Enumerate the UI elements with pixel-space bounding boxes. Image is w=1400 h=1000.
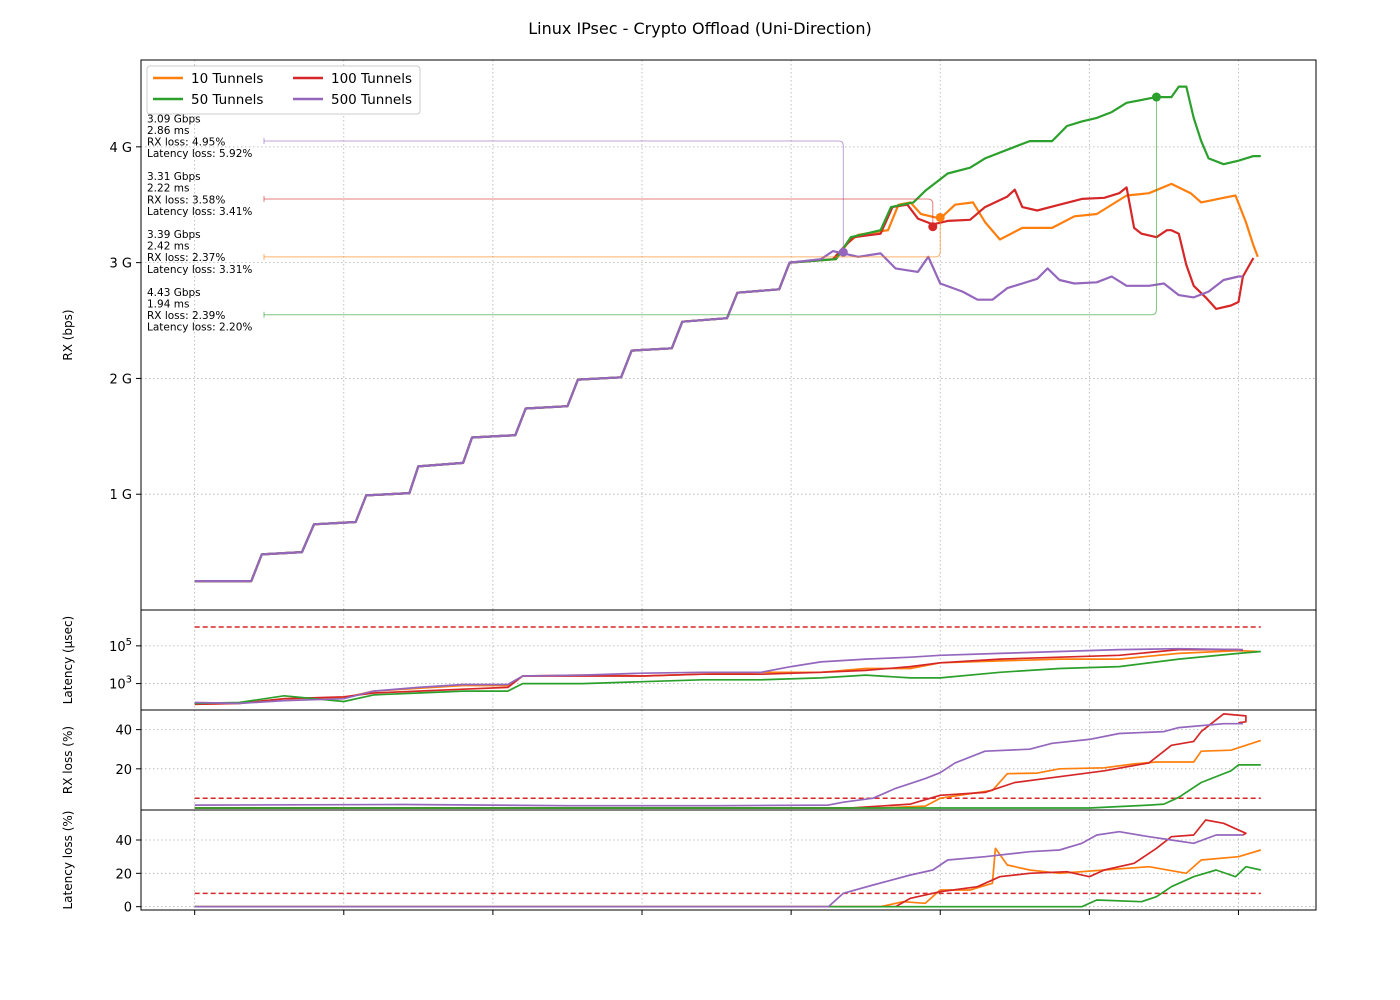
- annotation-text: Latency loss: 5.92%: [147, 148, 252, 160]
- series-line-50-tunnels: [194, 764, 1261, 809]
- y-tick-label: 0: [124, 901, 132, 916]
- legend-box: [146, 65, 421, 115]
- series-line-50-tunnels: [194, 85, 1261, 583]
- series-line-100-tunnels: [194, 819, 1247, 908]
- series-line-500-tunnels: [194, 250, 1243, 583]
- series-line-50-tunnels: [194, 865, 1261, 908]
- series-line-500-tunnels: [194, 830, 1243, 908]
- annotation-point: [838, 247, 848, 257]
- y-tick-label: 20: [115, 763, 132, 778]
- annotation-text: 2.22 ms: [147, 183, 189, 195]
- legend-label: 500 Tunnels: [331, 92, 412, 108]
- series-line-500-tunnels: [194, 722, 1243, 807]
- panel-latency: 105 103 Latency (µsec): [61, 609, 1317, 711]
- panel-frame: [140, 709, 1317, 811]
- y-tick-label: 2 G: [110, 372, 132, 387]
- y-tick-exponent: 3: [126, 675, 132, 686]
- annotation-connector: [264, 97, 1157, 316]
- series-line-50-tunnels: [194, 650, 1261, 705]
- panel-rx: 1 G 2 G 3 G 4 G RX (bps): [61, 59, 1317, 611]
- annotation-connector: [264, 217, 941, 258]
- annotation-text: 2.42 ms: [147, 241, 189, 253]
- annotation-text: 1.94 ms: [147, 299, 189, 311]
- annotation-text: Latency loss: 3.31%: [147, 264, 252, 276]
- annotation-text: RX loss: 4.95%: [147, 136, 225, 148]
- panel-frame: [140, 59, 1317, 611]
- legend-label: 100 Tunnels: [331, 71, 412, 87]
- legend-label: 50 Tunnels: [191, 92, 263, 108]
- y-tick-exponent: 5: [126, 637, 132, 648]
- annotation-point: [935, 212, 945, 222]
- y-tick-label: 40: [115, 724, 132, 739]
- annotation-text: 3.09 Gbps: [147, 113, 201, 125]
- annotation-text: 3.39 Gbps: [147, 229, 201, 241]
- y-tick-label: 105: [109, 637, 132, 655]
- annotation-text: RX loss: 2.37%: [147, 252, 225, 264]
- annotation-text: RX loss: 3.58%: [147, 194, 225, 206]
- annotation-connector: [264, 140, 844, 253]
- y-tick-label: 40: [115, 834, 132, 849]
- annotation-text: 4.43 Gbps: [147, 287, 201, 299]
- annotation-point: [928, 222, 938, 232]
- y-axis-label: Latency loss (%): [61, 810, 75, 909]
- annotation-text: Latency loss: 2.20%: [147, 322, 252, 334]
- legend-label: 10 Tunnels: [191, 71, 263, 87]
- y-axis-label: RX loss (%): [61, 726, 75, 794]
- series-line-10-tunnels: [194, 739, 1262, 809]
- annotation-text: 3.31 Gbps: [147, 171, 201, 183]
- panel-latency_loss: 0 20 40 Latency loss (%): [61, 809, 1317, 916]
- series-line-10-tunnels: [194, 847, 1262, 908]
- annotation-text: Latency loss: 3.41%: [147, 206, 252, 218]
- annotation-text: 2.86 ms: [147, 125, 189, 137]
- y-tick-label: 1 G: [110, 488, 132, 503]
- chart-title: Linux IPsec - Crypto Offload (Uni-Direct…: [528, 19, 871, 38]
- y-tick-label: 3 G: [110, 257, 132, 272]
- y-axis-label: RX (bps): [61, 309, 75, 360]
- legend: 10 Tunnels 100 Tunnels 50 Tunnels 500 Tunne…: [146, 65, 421, 115]
- y-tick-label: 4 G: [110, 141, 132, 156]
- series-line-100-tunnels: [194, 713, 1247, 809]
- series-line-500-tunnels: [194, 647, 1243, 705]
- panel-frame: [140, 609, 1317, 711]
- annotation-connector: [264, 198, 934, 227]
- panel-rx_loss: 20 40 RX loss (%): [61, 709, 1317, 811]
- panel-frame: [140, 809, 1317, 911]
- y-tick-label: 103: [109, 675, 132, 693]
- y-axis-label: Latency (µsec): [61, 616, 75, 704]
- annotation-text: RX loss: 2.39%: [147, 310, 225, 322]
- y-tick-label: 20: [115, 867, 132, 882]
- annotation-point: [1151, 92, 1161, 102]
